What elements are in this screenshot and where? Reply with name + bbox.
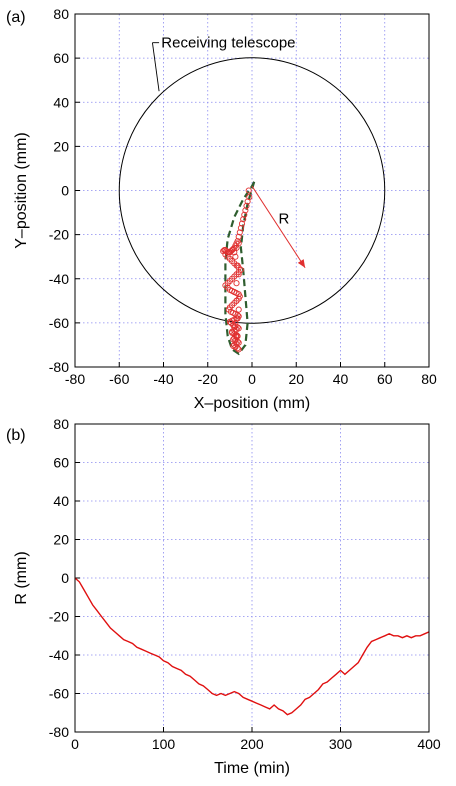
tick-label-y: 40 — [53, 493, 69, 509]
tick-label-y: 40 — [53, 94, 69, 110]
tick-label-x: -80 — [65, 371, 85, 387]
tick-label-x: 20 — [288, 371, 304, 387]
data-point — [244, 198, 251, 205]
tick-label-x: 200 — [240, 736, 264, 752]
data-point — [226, 318, 233, 325]
panel-a-points — [220, 187, 253, 353]
tick-label-y: 60 — [53, 50, 69, 66]
data-point — [235, 240, 242, 247]
panel-a-scatter-chart: (a) -80 -60 -40 -20 0 20 40 60 80 -80 -60 -40 -20 0 20… — [6, 6, 437, 412]
panel-b-y-axis-label: R (mm) — [13, 551, 30, 604]
tick-label-x: -60 — [109, 371, 129, 387]
radius-r-label: R — [279, 211, 290, 228]
tick-label-y: 80 — [53, 6, 69, 22]
panel-a-y-axis-label: Y–position (mm) — [13, 132, 30, 248]
panel-a-ticks: -80 -60 -40 -20 0 20 40 60 80 -80 -60 -40 -20 0 20 40 60… — [49, 6, 437, 387]
trajectory-envelope — [224, 181, 256, 356]
receiving-telescope-label: Receiving telescope — [161, 35, 295, 52]
panel-a-frame — [74, 13, 430, 368]
data-point — [233, 280, 240, 287]
data-point — [235, 233, 242, 240]
panel-b-x-axis-label: Time (min) — [214, 760, 290, 777]
panel-b-line-chart: (b) 0 100 200 300 400 -80 -60 -40 -20 0 20 40 60 80 T… — [6, 416, 441, 777]
data-point — [232, 253, 239, 260]
panel-b-series-line — [74, 577, 430, 716]
panel-b-grid — [75, 424, 429, 732]
telescope-leader-line — [151, 42, 160, 92]
data-point — [243, 202, 250, 209]
tick-label-y: -40 — [49, 647, 69, 663]
tick-label-x: 60 — [377, 371, 393, 387]
tick-label-y: -80 — [49, 359, 69, 375]
tick-label-x: 100 — [152, 736, 176, 752]
data-point — [234, 315, 241, 322]
data-point — [238, 220, 246, 227]
data-point — [240, 216, 247, 223]
tick-label-y: -20 — [49, 227, 69, 243]
tick-label-y: 0 — [61, 183, 69, 199]
data-point — [234, 262, 241, 269]
tick-label-y: -60 — [49, 315, 69, 331]
panel-b-ticks: 0 100 200 300 400 -80 -60 -40 -20 0 20 40 60 80 — [49, 416, 441, 752]
tick-label-y: 60 — [53, 455, 69, 471]
tick-label-x: -40 — [153, 371, 173, 387]
data-point — [237, 224, 244, 232]
panel-a-x-axis-label: X–position (mm) — [194, 395, 310, 412]
telescope-circle — [118, 57, 386, 324]
tick-label-y: -60 — [49, 686, 69, 702]
data-point — [234, 312, 241, 319]
data-point — [234, 345, 241, 352]
tick-label-y: -40 — [49, 271, 69, 287]
data-point — [231, 288, 238, 296]
data-point — [242, 207, 249, 214]
radius-arrow-line — [251, 185, 306, 268]
radius-arrow-head — [297, 259, 306, 268]
data-point — [231, 324, 238, 331]
data-point — [233, 297, 240, 304]
tick-label-x: -20 — [198, 371, 218, 387]
tick-label-x: 400 — [417, 736, 441, 752]
panel-a-overlays — [118, 42, 386, 356]
tick-label-y: 0 — [61, 570, 69, 586]
data-point — [233, 333, 240, 340]
tick-label-y: 80 — [53, 416, 69, 432]
tick-label-y: 20 — [53, 138, 69, 154]
data-point — [235, 306, 242, 313]
data-point — [241, 211, 248, 218]
tick-label-y: 20 — [53, 532, 69, 548]
data-point — [236, 229, 243, 236]
tick-label-x: 40 — [333, 371, 349, 387]
tick-label-x: 300 — [329, 736, 353, 752]
data-point — [221, 247, 228, 254]
panel-a-grid — [75, 14, 429, 367]
tick-label-x: 0 — [71, 736, 79, 752]
tick-label-y: -80 — [49, 724, 69, 740]
data-point — [245, 187, 252, 194]
tick-label-x: 80 — [421, 371, 437, 387]
panel-a-label: (a) — [6, 9, 26, 26]
tick-label-y: -20 — [49, 609, 69, 625]
data-point — [235, 271, 242, 278]
panel-b-frame — [74, 423, 430, 733]
panel-b-label: (b) — [6, 427, 26, 444]
data-point — [235, 346, 242, 353]
tick-label-x: 0 — [248, 371, 256, 387]
